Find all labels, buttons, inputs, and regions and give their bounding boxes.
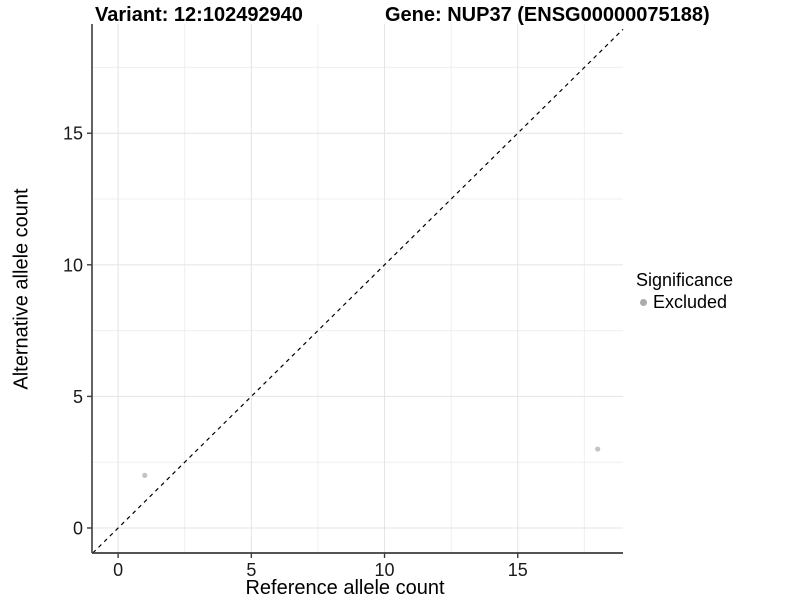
y-tick-label: 5 bbox=[73, 387, 83, 407]
y-axis-label: Alternative allele count bbox=[10, 188, 33, 390]
x-axis-label: Reference allele count bbox=[245, 577, 445, 599]
x-tick-label: 0 bbox=[113, 560, 123, 580]
plot-title-gene: Gene: NUP37 (ENSG00000075188) bbox=[385, 4, 710, 26]
legend-title: Significance bbox=[636, 270, 734, 290]
legend-item-excluded: Excluded bbox=[636, 292, 733, 312]
identity-line bbox=[92, 28, 624, 554]
legend-item-label: Excluded bbox=[653, 292, 728, 312]
data-point bbox=[142, 472, 148, 478]
x-tick-label: 15 bbox=[508, 560, 528, 580]
y-tick-label: 0 bbox=[73, 518, 83, 538]
y-tick-label: 10 bbox=[63, 255, 83, 275]
y-tick-label: 15 bbox=[63, 124, 83, 144]
legend: Significance Excluded bbox=[636, 269, 733, 312]
x-tick-label: 5 bbox=[246, 560, 256, 580]
x-tick-label: 10 bbox=[375, 560, 395, 580]
data-point bbox=[595, 446, 601, 452]
plot-title-variant: Variant: 12:102492940 bbox=[95, 4, 303, 26]
legend-point-icon bbox=[640, 298, 647, 306]
